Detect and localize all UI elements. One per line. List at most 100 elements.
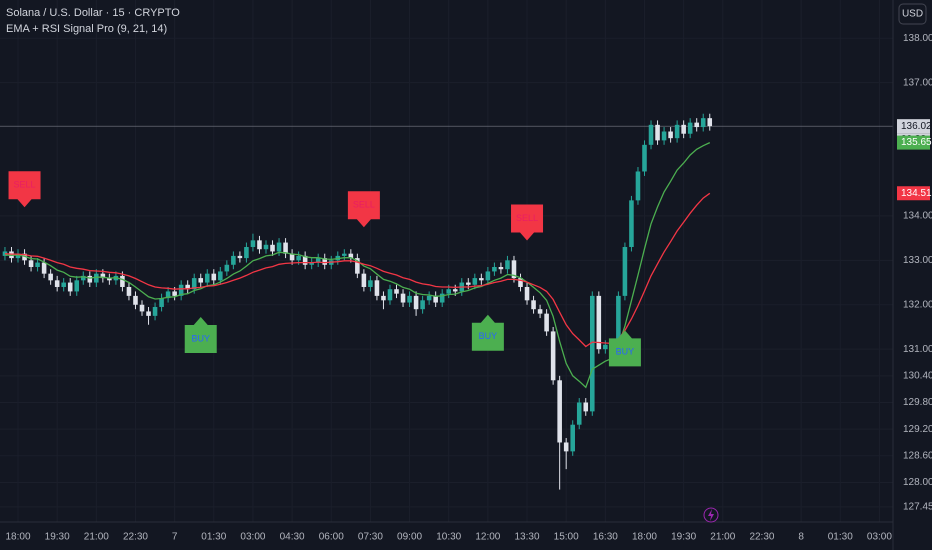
signal-text: SELL [14, 180, 36, 190]
candle-body [178, 284, 184, 296]
x-tick-label: 03:00 [867, 532, 892, 543]
candle-body [603, 344, 608, 350]
event-icon[interactable] [703, 507, 719, 523]
candle-body [642, 144, 647, 172]
candle-body [635, 171, 641, 201]
y-tick-label: 129.80 [903, 397, 932, 408]
candle-body [342, 253, 347, 256]
candle-body [374, 280, 380, 296]
signal-text: BUY [616, 347, 635, 357]
x-tick-label: 22:30 [123, 532, 148, 543]
candle-body [687, 122, 693, 134]
candle-body [80, 275, 86, 281]
candle-body [191, 278, 197, 290]
y-tick-label: 127.45 [903, 502, 932, 513]
candle-body [270, 244, 275, 252]
candle-body [165, 291, 171, 299]
candle-body [479, 278, 484, 281]
candle-body [218, 271, 223, 281]
candle-body [707, 118, 713, 127]
signal-box [608, 330, 641, 367]
signal-text: BUY [191, 333, 210, 343]
currency-label[interactable]: USD [902, 9, 923, 20]
candle-body [107, 278, 112, 281]
x-tick-label: 16:30 [593, 532, 618, 543]
x-tick-label: 04:30 [280, 532, 305, 543]
candle-body [472, 278, 478, 285]
x-tick-label: 09:00 [397, 532, 422, 543]
signal-box [184, 316, 217, 353]
candle-body [100, 273, 106, 279]
candle-body [146, 311, 151, 316]
signal-label: BUY [184, 316, 217, 353]
candle-body [557, 380, 562, 443]
candle-body [570, 424, 575, 452]
candle-body [172, 291, 177, 296]
ema-fast-tag: 135.65 [901, 137, 932, 148]
x-tick-label: 06:00 [319, 532, 344, 543]
candle-body [315, 258, 321, 263]
candle-body [276, 242, 282, 252]
x-tick-label: 01:30 [828, 532, 853, 543]
candle-body [309, 262, 314, 265]
x-tick-label: 01:30 [201, 532, 226, 543]
candle-body [505, 260, 510, 270]
candle-body [2, 251, 8, 256]
y-tick-label: 131.00 [903, 344, 932, 355]
candle-body [544, 313, 549, 332]
candle-body [439, 293, 445, 303]
candle-body [531, 300, 536, 310]
ema-slow-tag: 134.51 [901, 188, 932, 199]
candle-body [126, 286, 132, 296]
candle-body [283, 242, 288, 254]
candle-body [616, 295, 621, 347]
candle-body [590, 295, 595, 412]
event-icon-bolt [708, 509, 714, 521]
signal-box [347, 191, 380, 228]
last-price-tag-box [897, 119, 930, 134]
candle-body [596, 295, 602, 350]
candle-body [152, 306, 158, 316]
candle-body [355, 258, 360, 274]
candle-body [674, 124, 680, 139]
candle-body [204, 273, 210, 283]
candle-body [583, 402, 589, 412]
y-tick-label: 133.00 [903, 255, 932, 266]
ema-line [4, 142, 711, 389]
candle-body [41, 262, 47, 274]
candle-body [185, 284, 190, 290]
x-tick-label: 19:30 [45, 532, 70, 543]
signal-text: BUY [479, 331, 498, 341]
candle-body [87, 275, 93, 283]
candle-body [94, 273, 99, 283]
candle-body [67, 282, 73, 292]
candle-body [54, 280, 60, 287]
x-tick-label: 21:00 [84, 532, 109, 543]
x-tick-label: 13:30 [515, 532, 540, 543]
candle-body [550, 331, 556, 381]
signal-label: SELL [347, 191, 380, 228]
candle-body [250, 240, 256, 248]
candle-body [655, 124, 660, 141]
candle-body [420, 300, 425, 310]
ema-line [4, 192, 711, 348]
plot: SELL BUY SELL BUY SELL BUY [0, 113, 893, 490]
candle-body [492, 266, 497, 272]
candle-body [22, 253, 27, 261]
candle-body [661, 131, 667, 141]
candle-body [524, 286, 530, 301]
signal-box [511, 204, 544, 241]
x-tick-label: 21:00 [710, 532, 735, 543]
candle-body [518, 278, 523, 287]
currency-button[interactable] [898, 3, 927, 25]
candle-body [28, 260, 34, 267]
x-tick-label: 12:00 [475, 532, 500, 543]
candle-body [48, 273, 53, 281]
y-tick-label: 128.60 [903, 450, 932, 461]
ema-fast-tag-box [897, 135, 930, 150]
x-tick-label: 10:30 [436, 532, 461, 543]
x-tick-label: 22:30 [749, 532, 774, 543]
candle-body [466, 282, 471, 285]
signal-label: SELL [511, 204, 544, 241]
indicator-name: EMA + RSI Signal Pro (9, 21, 14) [6, 23, 167, 35]
